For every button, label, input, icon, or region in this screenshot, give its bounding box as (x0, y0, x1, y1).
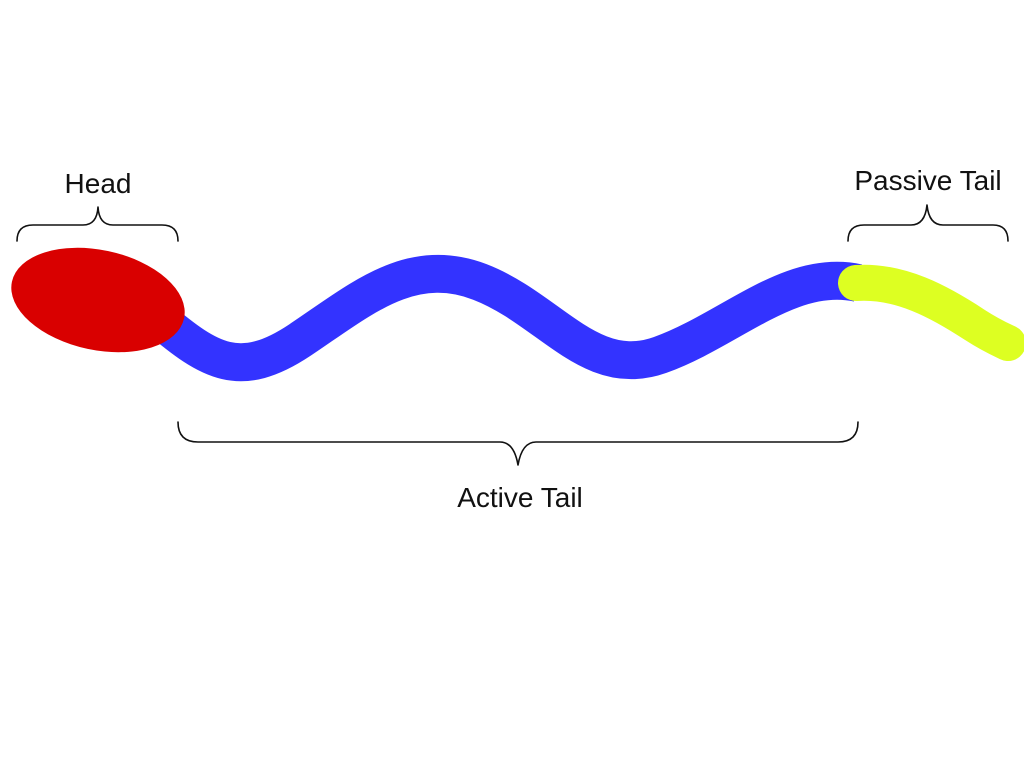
passive-tail-label: Passive Tail (854, 165, 1001, 196)
active-tail-brace (178, 422, 858, 465)
head-label: Head (65, 168, 132, 199)
passive-tail-segment (856, 283, 1008, 343)
active-tail-segment (158, 274, 858, 362)
head-brace (17, 207, 178, 241)
active-tail-label: Active Tail (457, 482, 583, 513)
passive-tail-brace (848, 205, 1008, 241)
